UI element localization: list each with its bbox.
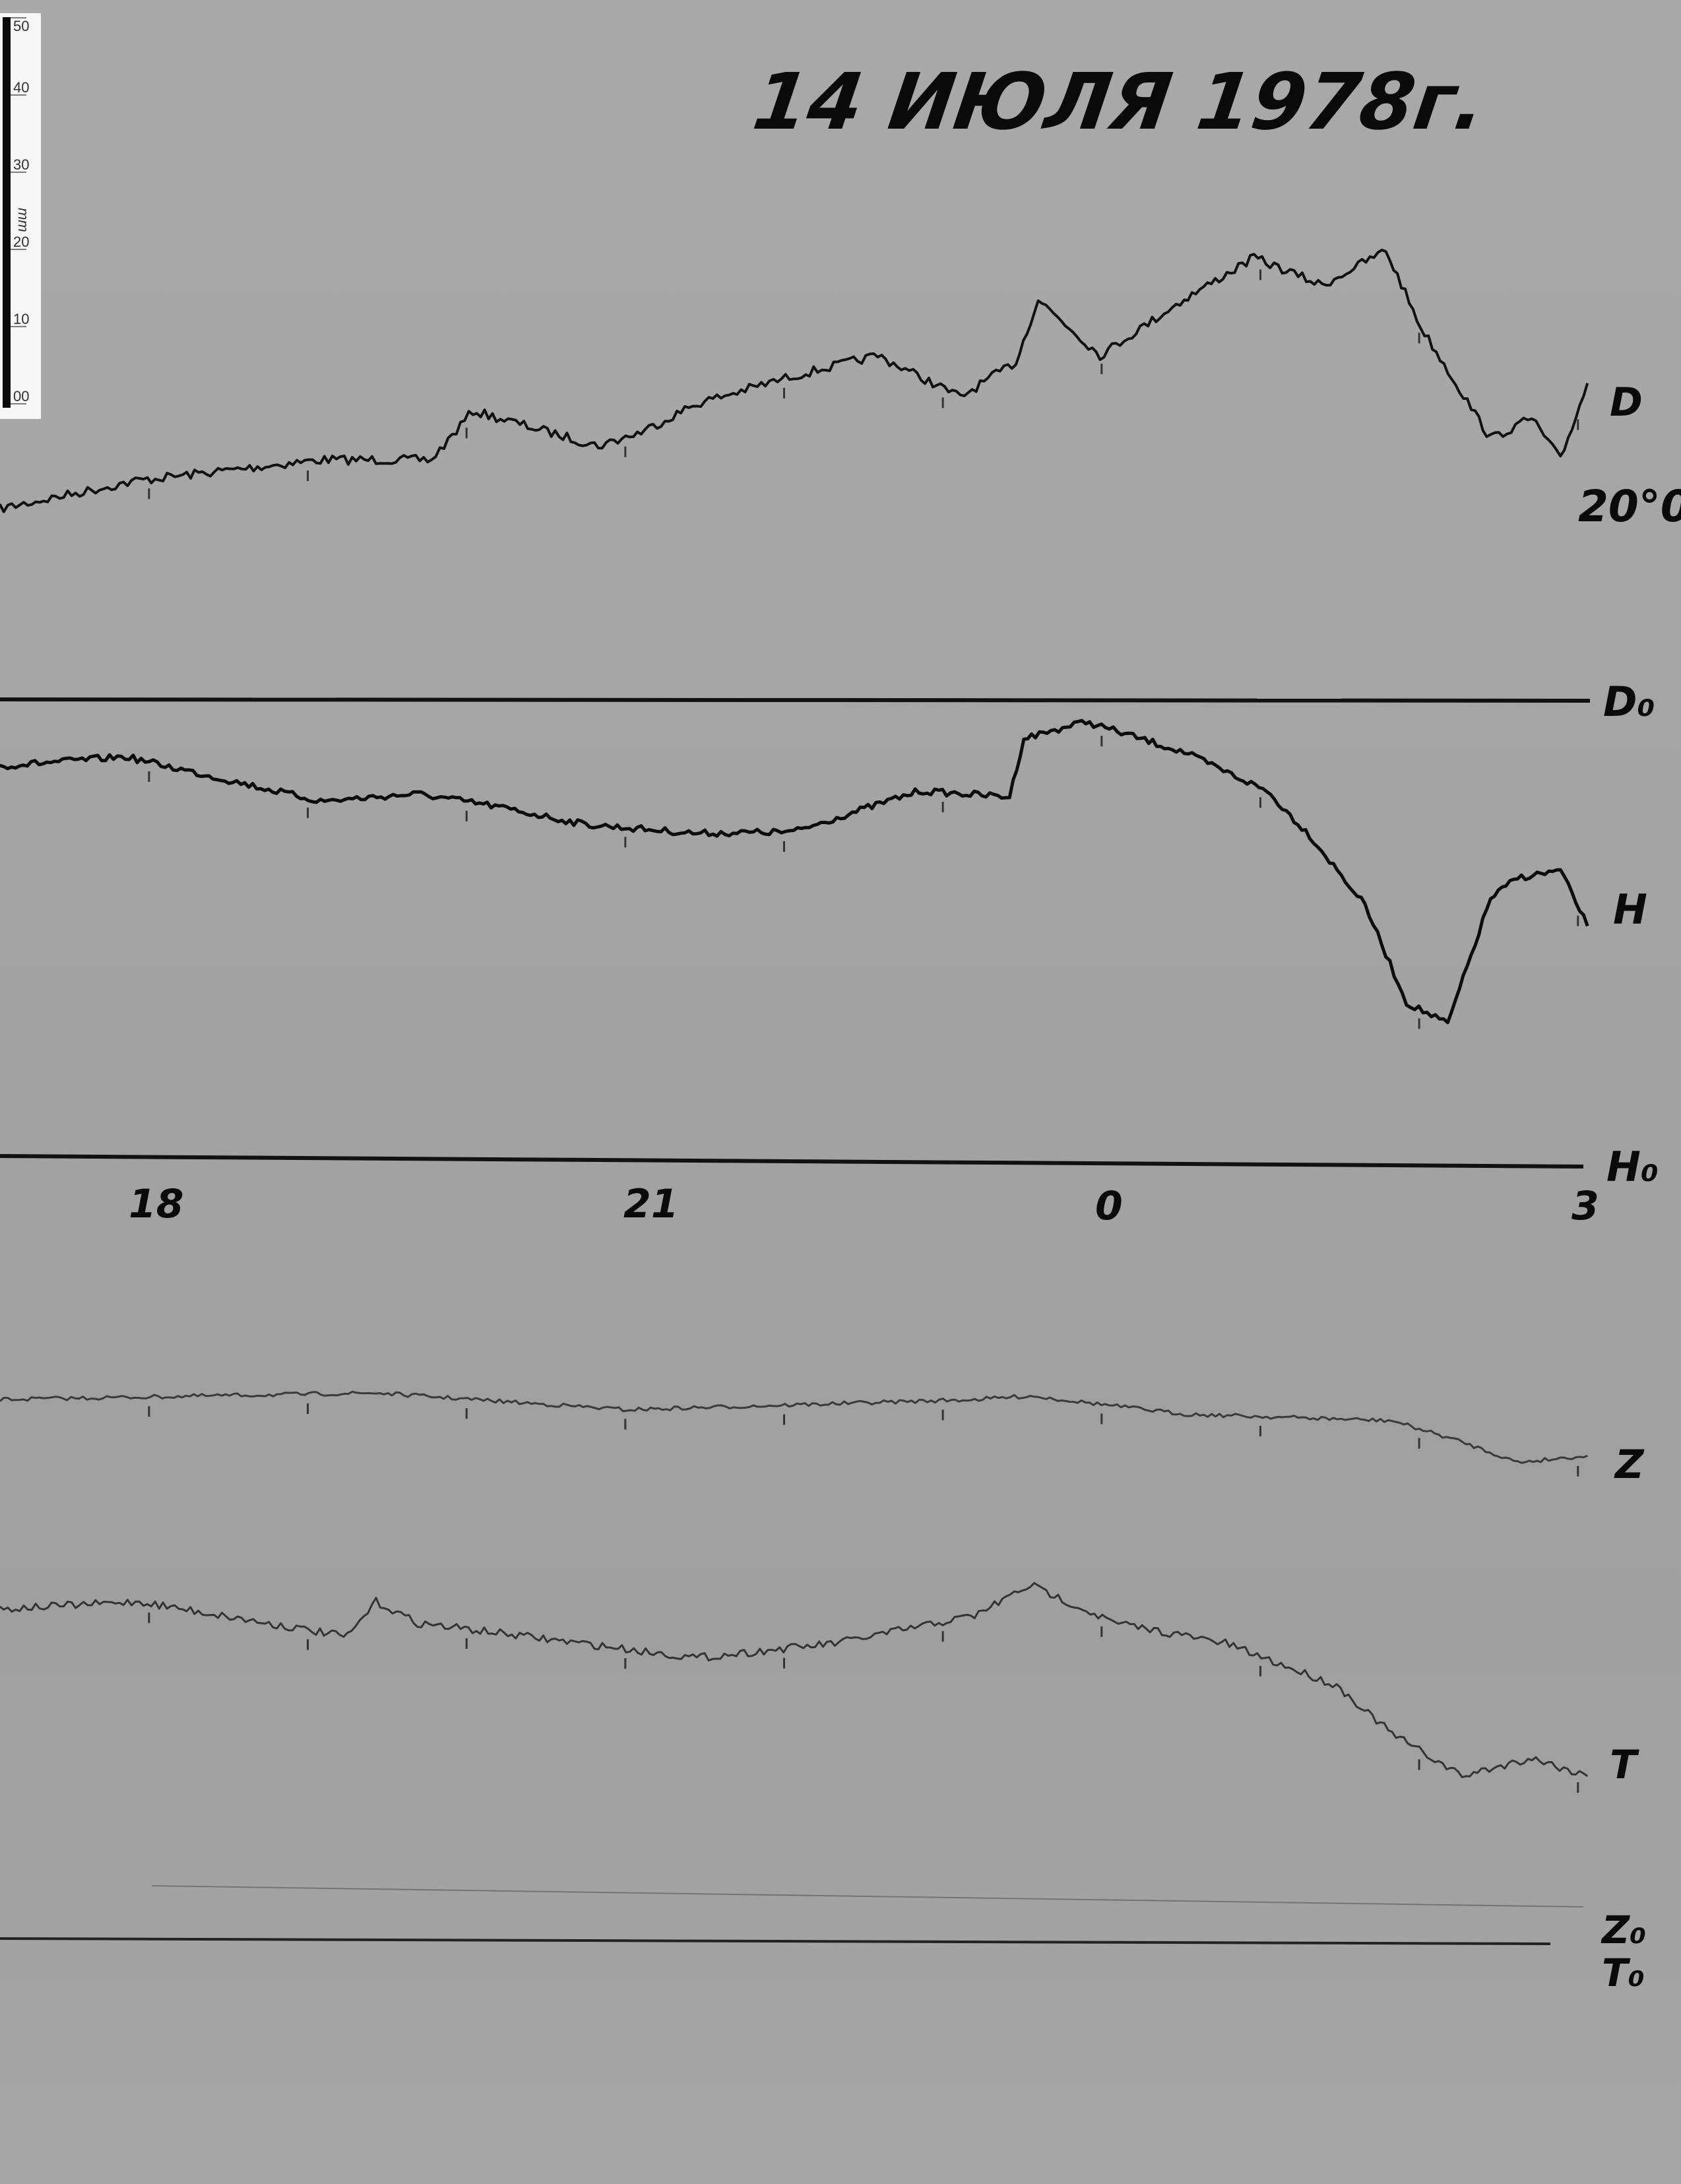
label-scale: 20°0: [1578, 481, 1681, 532]
ruler-unit: mm: [15, 208, 32, 232]
baseline-Z0-T0: [0, 1937, 1551, 1945]
label-Z: Z: [1614, 1442, 1645, 1488]
label-D0: D₀: [1603, 678, 1655, 726]
trace-H: [0, 719, 1589, 1025]
mm-ruler: 00 10 20 30 40 50 mm: [0, 13, 41, 419]
baseline-H0: [0, 1154, 1584, 1169]
label-T: T: [1610, 1742, 1639, 1788]
ruler-tick-label: 50: [13, 18, 29, 34]
label-H0: H₀: [1606, 1143, 1659, 1191]
ruler-tick-label: 00: [13, 388, 29, 404]
trace-Z: [0, 1390, 1588, 1464]
label-T0: T₀: [1602, 1950, 1645, 1995]
chart-title: 14 ИЮЛЯ 1978г.: [748, 57, 1492, 147]
ruler-tick-label: 30: [13, 156, 29, 173]
trace-T: [0, 1582, 1589, 1778]
label-H: H: [1613, 885, 1647, 934]
tick-3: 3: [1571, 1183, 1599, 1229]
label-D: D: [1610, 379, 1643, 426]
label-Z0: Z₀: [1601, 1908, 1646, 1952]
baseline-Z0-faint: [151, 1885, 1584, 1908]
baseline-D0: [0, 697, 1591, 703]
trace-D: [0, 248, 1589, 513]
ruler-tick-label: 10: [13, 311, 29, 327]
tick-21: 21: [623, 1181, 679, 1227]
ruler-tick-label: 20: [13, 234, 29, 250]
tick-0: 0: [1095, 1183, 1123, 1229]
ruler-tick-label: 40: [13, 79, 29, 96]
tick-18: 18: [129, 1181, 184, 1227]
